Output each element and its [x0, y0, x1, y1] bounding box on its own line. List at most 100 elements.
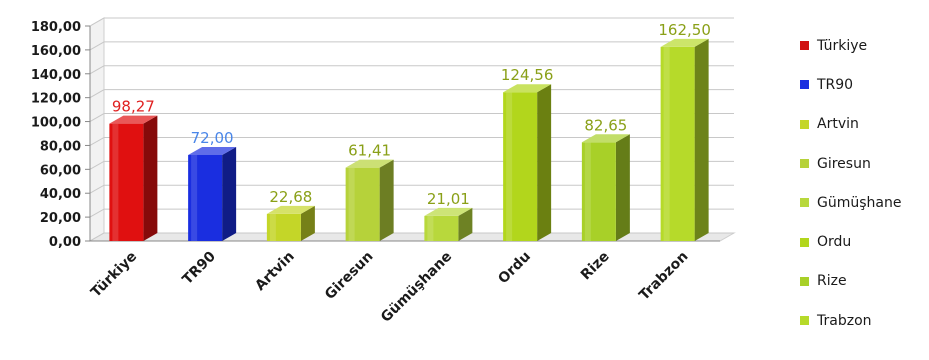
- legend-item: Rize: [800, 262, 928, 301]
- bar-chart: 0,00 20,00 40,00 60,00 80,00 100,00 120,00 140,…: [31, 17, 736, 326]
- gridline: [89, 41, 734, 51]
- bar-1: [109, 115, 158, 241]
- gridlines: [85, 17, 734, 242]
- x-tick-label: Giresun: [322, 249, 376, 303]
- bar-7: [581, 134, 630, 241]
- bar-highlight: [348, 167, 355, 241]
- y-tick-label: 60,00: [40, 163, 81, 178]
- value-label: 21,01: [427, 190, 470, 208]
- bar-side: [300, 205, 315, 241]
- legend-label: Giresun: [817, 155, 871, 172]
- legend-swatch: [800, 316, 809, 326]
- legend-swatch: [800, 119, 809, 129]
- value-label: 162,50: [658, 21, 711, 39]
- value-label: 61,41: [348, 142, 391, 160]
- bar-highlight: [663, 46, 670, 242]
- bar-top: [109, 115, 158, 124]
- gridline: [89, 208, 734, 218]
- chart-walls: [88, 17, 736, 242]
- bar-highlight: [584, 142, 591, 241]
- legend-swatch: [800, 41, 809, 51]
- y-tick-label: 20,00: [40, 211, 81, 226]
- legend-item: Artvin: [800, 105, 928, 144]
- value-label: 98,27: [112, 98, 155, 116]
- x-tick-label: Rize: [578, 249, 613, 284]
- x-axis-labels: Türkiye TR90 Artvin Giresun Gümüşhane Ordu Riz…: [88, 248, 691, 325]
- y-tick-label: 160,00: [31, 44, 81, 59]
- gridline: [89, 89, 734, 99]
- bar-side: [143, 115, 158, 241]
- legend-label: Gümüşhane: [817, 194, 902, 211]
- legend-item: TR90: [800, 65, 928, 104]
- value-labels: 98,27 72,00 22,68 61,41 21,01 124,56 82,65 162,…: [112, 21, 711, 208]
- gridline: [89, 160, 734, 170]
- y-tick-label: 0,00: [49, 235, 81, 250]
- legend-item: Türkiye: [800, 26, 928, 65]
- bar-3: [266, 205, 315, 241]
- y-tick-label: 80,00: [40, 139, 81, 154]
- legend-label: Ordu: [817, 234, 852, 251]
- legend-label: Rize: [817, 273, 847, 290]
- floor: [88, 232, 736, 242]
- bar-8: [660, 38, 709, 242]
- x-tick-label: Artvin: [252, 249, 297, 294]
- legend-label: Trabzon: [817, 312, 872, 329]
- legend-item: Ordu: [800, 222, 928, 261]
- bar-side: [615, 134, 630, 241]
- legend: Türkiye TR90 Artvin Giresun Gümüşhane Ordu Riz…: [800, 26, 928, 340]
- x-tick-label: Gümüşhane: [378, 249, 455, 326]
- bar-side: [537, 84, 552, 241]
- bar-2: [188, 147, 237, 241]
- gridline: [89, 113, 734, 122]
- legend-label: Türkiye: [817, 37, 868, 54]
- x-tick-label: Türkiye: [88, 249, 140, 301]
- x-tick-label: Ordu: [495, 249, 534, 288]
- gridline: [89, 17, 734, 27]
- y-tick-label: 40,00: [40, 187, 81, 202]
- bar-side: [694, 38, 709, 242]
- bar-side: [458, 207, 473, 241]
- value-label: 82,65: [584, 116, 627, 134]
- bar-side: [222, 147, 237, 241]
- legend-label: TR90: [817, 76, 854, 93]
- gridline: [89, 65, 734, 75]
- legend-item: Gümüşhane: [800, 183, 928, 222]
- bar-6: [503, 84, 552, 241]
- x-tick-label: Trabzon: [636, 249, 691, 304]
- bar-top: [660, 38, 709, 47]
- legend-swatch: [800, 80, 809, 90]
- bar-side: [379, 159, 394, 241]
- bar-top: [188, 147, 237, 155]
- bar-top: [581, 134, 630, 143]
- y-tick-label: 100,00: [31, 116, 81, 131]
- bar-highlight: [506, 92, 513, 241]
- bar-highlight: [191, 155, 198, 241]
- legend-swatch: [800, 198, 809, 208]
- gridline: [89, 136, 734, 146]
- bar-highlight: [269, 213, 276, 241]
- bar-top: [503, 84, 552, 93]
- value-label: 22,68: [269, 188, 312, 206]
- legend-swatch: [800, 159, 809, 169]
- y-tick-label: 140,00: [31, 68, 81, 83]
- bar-4: [345, 159, 394, 241]
- bar-top: [345, 159, 394, 168]
- bar-top: [266, 205, 315, 214]
- legend-label: Artvin: [817, 116, 859, 133]
- y-axis-ticks: 0,00 20,00 40,00 60,00 80,00 100,00 120,00 140,…: [31, 20, 81, 250]
- y-tick-label: 120,00: [31, 92, 81, 107]
- bar-highlight: [427, 215, 434, 241]
- legend-swatch: [800, 276, 809, 286]
- value-label: 124,56: [501, 66, 554, 84]
- bar-top: [424, 207, 473, 216]
- value-label: 72,00: [191, 129, 234, 147]
- x-tick-label: TR90: [179, 248, 219, 288]
- gridline: [89, 184, 734, 194]
- bar-highlight: [112, 123, 119, 241]
- legend-item: Trabzon: [800, 301, 928, 340]
- bar-5: [424, 207, 473, 241]
- y-tick-label: 180,00: [31, 20, 81, 35]
- legend-item: Giresun: [800, 144, 928, 183]
- legend-swatch: [800, 237, 809, 247]
